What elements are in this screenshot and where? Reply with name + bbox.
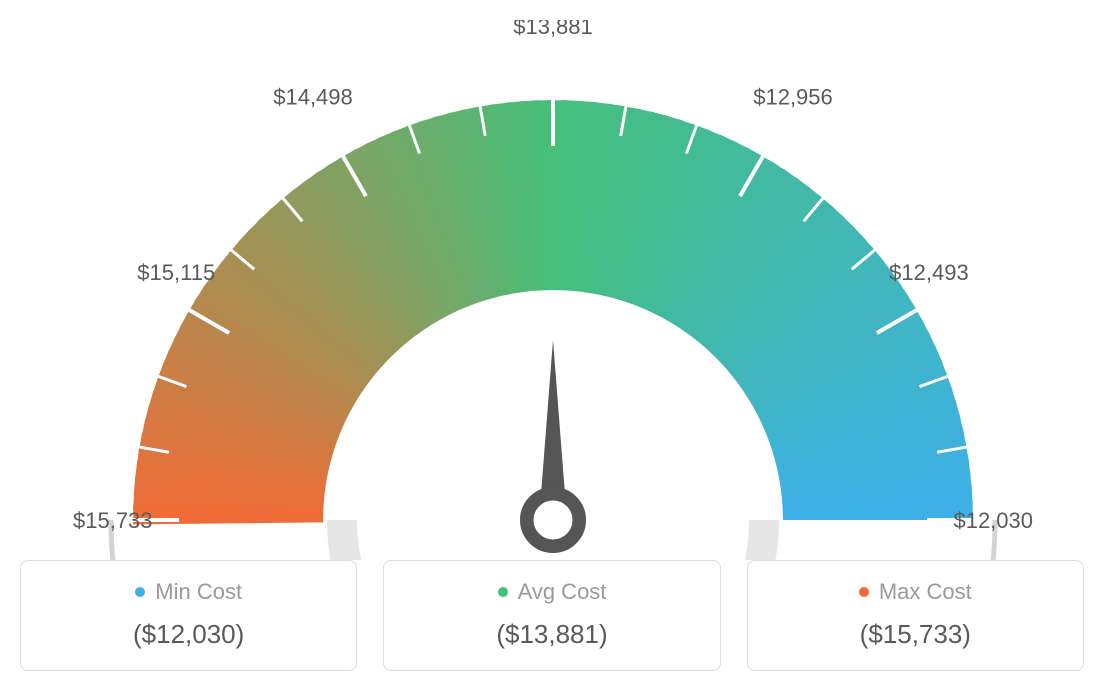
svg-text:$14,498: $14,498 [273,84,353,109]
cost-gauge-chart: $12,030 $12,493 $12,956 $13,881 $14,498 $15,1… [20,20,1084,560]
legend-value-max: ($15,733) [758,619,1073,650]
svg-text:$13,881: $13,881 [513,20,593,39]
legend-title-text-max: Max Cost [879,579,972,605]
legend-title-max: Max Cost [758,579,1073,605]
svg-text:$15,115: $15,115 [137,260,215,285]
gauge-svg: $12,030 $12,493 $12,956 $13,881 $14,498 $15,1… [20,20,1084,560]
svg-text:$15,733: $15,733 [73,508,153,533]
legend-card-min: Min Cost ($12,030) [20,560,357,671]
legend-card-max: Max Cost ($15,733) [747,560,1084,671]
svg-text:$12,030: $12,030 [953,508,1033,533]
legend-title-text-avg: Avg Cost [518,579,607,605]
legend-title-avg: Avg Cost [394,579,709,605]
svg-text:$12,493: $12,493 [889,260,969,285]
legend-card-avg: Avg Cost ($13,881) [383,560,720,671]
legend-dot-max [859,587,869,597]
legend-title-text-min: Min Cost [155,579,242,605]
legend-value-min: ($12,030) [31,619,346,650]
legend-title-min: Min Cost [31,579,346,605]
legend-value-avg: ($13,881) [394,619,709,650]
legend-row: Min Cost ($12,030) Avg Cost ($13,881) Ma… [20,560,1084,671]
legend-dot-avg [498,587,508,597]
svg-text:$12,956: $12,956 [753,84,833,109]
legend-dot-min [135,587,145,597]
